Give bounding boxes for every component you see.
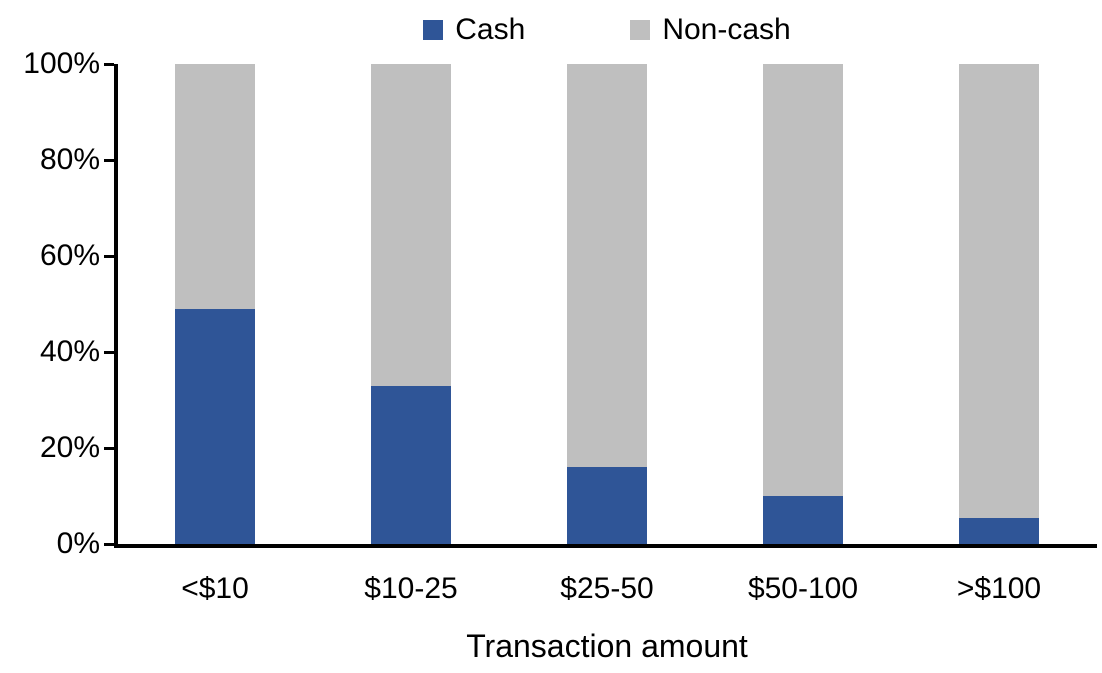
bar-segment-noncash — [763, 64, 843, 496]
y-axis-tick — [104, 254, 114, 258]
x-axis-line — [114, 544, 1097, 548]
legend-swatch-icon — [630, 20, 651, 40]
legend-item-non-cash: Non-cash — [630, 13, 791, 46]
bar-segment-cash — [175, 308, 255, 544]
legend-swatch-icon — [423, 20, 444, 40]
legend-label: Non-cash — [662, 13, 791, 46]
bar-2 — [371, 64, 451, 544]
bar-segment-noncash — [567, 64, 647, 468]
x-axis-category-label: >$100 — [956, 572, 1042, 605]
y-axis-tick — [104, 62, 114, 66]
bar-5 — [959, 64, 1039, 544]
y-axis-tick — [104, 350, 114, 354]
x-axis-category-label: $10-25 — [364, 572, 458, 605]
bar-segment-cash — [959, 517, 1039, 544]
bar-1 — [175, 64, 255, 544]
legend-item-cash: Cash — [423, 15, 525, 45]
y-axis-tick — [104, 446, 114, 450]
bar-segment-cash — [763, 496, 843, 544]
x-axis-category-label: $50-100 — [747, 572, 859, 605]
plot-area — [117, 64, 1097, 544]
bar-segment-noncash — [959, 64, 1039, 518]
y-axis-tick-label: 60% — [39, 239, 100, 272]
y-axis-line — [114, 64, 118, 548]
y-axis-tick — [104, 158, 114, 162]
x-axis-category-label: <$10 — [181, 572, 249, 605]
y-axis-tick — [104, 542, 114, 546]
legend: Cash Non-cash — [117, 12, 1097, 48]
y-axis-tick-label: 40% — [39, 335, 100, 368]
x-axis-title: Transaction amount — [466, 628, 748, 664]
bar-segment-noncash — [175, 64, 255, 309]
bar-segment-cash — [567, 467, 647, 544]
legend-label: Cash — [455, 13, 526, 46]
y-axis-tick-label: 80% — [39, 143, 100, 176]
y-axis-tick-label: 0% — [56, 527, 100, 560]
x-axis-category-label: $25-50 — [560, 572, 654, 605]
y-axis-tick-label: 20% — [39, 431, 100, 464]
bar-segment-noncash — [371, 64, 451, 386]
bar-4 — [763, 64, 843, 544]
bar-3 — [567, 64, 647, 544]
bar-segment-cash — [371, 385, 451, 544]
y-axis-tick-label: 100% — [23, 47, 100, 80]
